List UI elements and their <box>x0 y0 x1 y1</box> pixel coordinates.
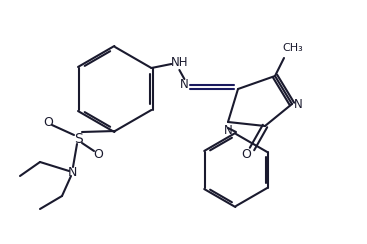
Text: O: O <box>241 149 251 162</box>
Text: CH₃: CH₃ <box>283 43 304 53</box>
Text: N: N <box>294 98 302 111</box>
Text: O: O <box>43 115 53 129</box>
Text: O: O <box>93 148 103 161</box>
Text: N: N <box>180 79 189 92</box>
Text: N: N <box>67 165 77 179</box>
Text: NH: NH <box>171 57 188 70</box>
Text: S: S <box>74 132 82 146</box>
Text: N: N <box>224 123 232 136</box>
